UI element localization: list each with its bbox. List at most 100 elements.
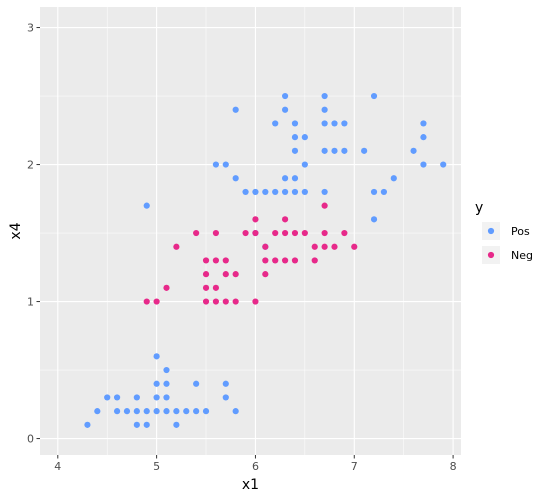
- data-point-neg: [202, 298, 210, 305]
- data-point-pos: [163, 366, 170, 374]
- data-point-neg: [173, 243, 180, 250]
- data-point-pos: [222, 394, 229, 401]
- data-point-neg: [291, 257, 299, 264]
- data-point-pos: [163, 380, 170, 387]
- data-point-neg: [281, 257, 289, 264]
- data-point-pos: [232, 408, 239, 415]
- data-point-pos: [252, 188, 259, 196]
- y-tick-label: 2: [27, 159, 34, 172]
- data-point-pos: [153, 394, 160, 401]
- x-tick-label: 5: [153, 460, 160, 473]
- data-point-pos: [193, 380, 200, 387]
- y-axis-title: x4: [8, 222, 24, 239]
- data-point-neg: [301, 229, 308, 237]
- data-point-neg: [252, 229, 259, 237]
- data-point-pos: [94, 408, 101, 415]
- data-point-pos: [123, 408, 131, 415]
- data-point-neg: [291, 229, 299, 237]
- data-point-pos: [341, 147, 348, 154]
- data-point-neg: [222, 298, 229, 305]
- data-point-pos: [133, 408, 140, 415]
- data-point-neg: [252, 298, 259, 305]
- data-point-pos: [321, 92, 328, 100]
- data-point-neg: [202, 271, 210, 278]
- data-point-pos: [163, 408, 170, 415]
- data-point-neg: [143, 298, 150, 305]
- data-point-neg: [232, 298, 239, 305]
- data-point-neg: [252, 216, 259, 223]
- data-point-neg: [212, 284, 220, 291]
- data-point-pos: [133, 421, 140, 428]
- data-point-neg: [222, 257, 229, 264]
- data-point-pos: [380, 188, 388, 196]
- y-tick-label: 1: [27, 296, 34, 309]
- data-point-pos: [291, 188, 299, 196]
- data-point-neg: [153, 298, 160, 305]
- data-point-neg: [351, 243, 358, 250]
- data-point-pos: [222, 380, 229, 387]
- data-point-neg: [202, 257, 210, 264]
- data-point-pos: [321, 106, 328, 113]
- data-point-pos: [420, 134, 427, 141]
- data-point-pos: [173, 421, 180, 428]
- data-point-neg: [262, 257, 269, 264]
- data-point-pos: [202, 408, 210, 415]
- data-point-neg: [212, 298, 220, 305]
- data-point-pos: [370, 188, 378, 196]
- x-tick-label: 6: [252, 460, 259, 473]
- data-point-neg: [281, 216, 289, 223]
- data-point-pos: [331, 147, 338, 154]
- data-point-pos: [272, 188, 279, 196]
- data-point-pos: [113, 394, 121, 401]
- data-point-pos: [281, 106, 289, 113]
- data-point-pos: [212, 161, 220, 168]
- data-point-pos: [420, 161, 427, 168]
- data-point-pos: [143, 421, 150, 428]
- data-point-pos: [153, 408, 160, 415]
- data-point-pos: [143, 202, 150, 209]
- plot-panel: [40, 7, 461, 455]
- data-point-pos: [262, 188, 269, 196]
- data-point-pos: [104, 394, 111, 401]
- data-point-pos: [222, 161, 229, 168]
- data-point-neg: [311, 257, 318, 264]
- data-point-pos: [291, 147, 299, 154]
- data-point-neg: [331, 243, 338, 250]
- y-axis-ticks: 0 1 2 3: [27, 22, 40, 446]
- data-point-neg: [321, 229, 328, 237]
- data-point-pos: [370, 216, 378, 223]
- data-point-pos: [291, 175, 299, 182]
- data-point-pos: [321, 147, 328, 154]
- legend-label-neg: Neg: [511, 249, 533, 262]
- legend-key-neg: [487, 251, 495, 259]
- legend-key-pos: [487, 227, 495, 235]
- data-point-neg: [163, 284, 170, 291]
- data-point-pos: [321, 188, 328, 196]
- data-point-pos: [163, 394, 170, 401]
- data-points: [84, 92, 447, 428]
- data-point-neg: [262, 271, 269, 278]
- data-point-pos: [272, 120, 279, 127]
- x-tick-label: 4: [54, 460, 61, 473]
- data-point-neg: [242, 229, 249, 237]
- data-point-pos: [410, 147, 417, 154]
- data-point-pos: [420, 120, 427, 127]
- data-point-pos: [232, 106, 239, 113]
- data-point-neg: [202, 284, 210, 291]
- data-point-pos: [301, 161, 308, 168]
- data-point-pos: [193, 408, 200, 415]
- data-point-pos: [242, 188, 249, 196]
- data-point-pos: [133, 394, 140, 401]
- legend: y Pos Neg: [475, 200, 533, 264]
- data-point-pos: [281, 188, 289, 196]
- data-point-pos: [390, 175, 397, 182]
- data-point-pos: [291, 134, 299, 141]
- data-point-pos: [291, 120, 299, 127]
- data-point-neg: [321, 243, 328, 250]
- data-point-neg: [281, 229, 289, 237]
- data-point-pos: [321, 120, 328, 127]
- data-point-pos: [113, 408, 121, 415]
- major-gridlines: [40, 7, 461, 455]
- data-point-pos: [341, 120, 348, 127]
